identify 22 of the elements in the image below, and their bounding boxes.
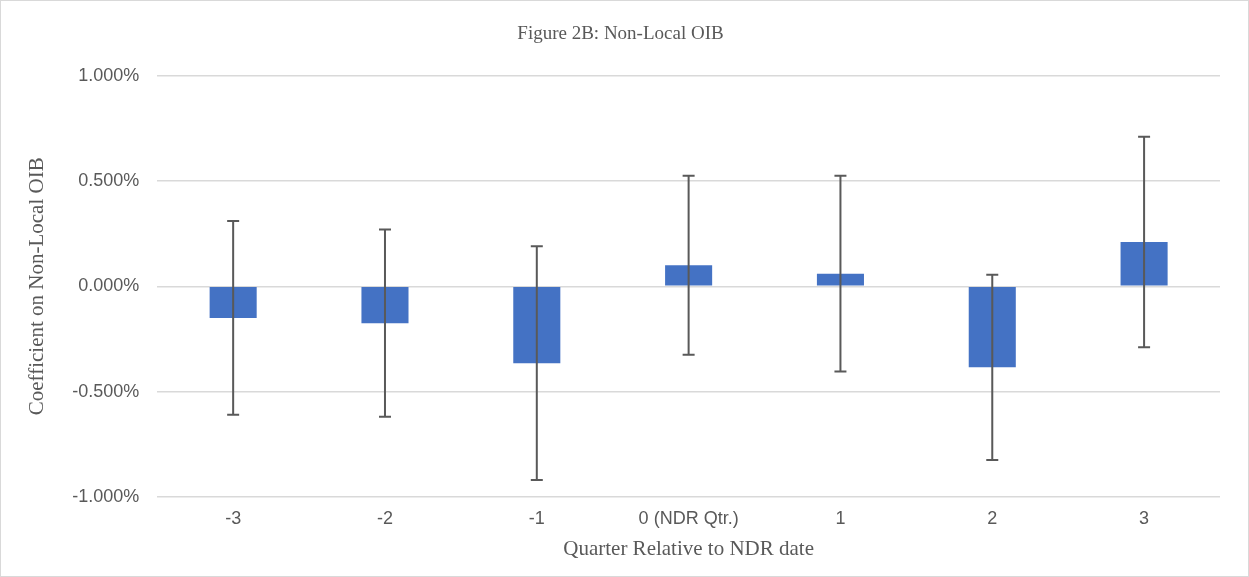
x-tick-label: -3 bbox=[225, 507, 242, 528]
x-tick-label: -1 bbox=[528, 507, 545, 528]
x-tick-label: 3 bbox=[1139, 507, 1150, 528]
bar bbox=[816, 273, 864, 286]
x-tick-label: 2 bbox=[987, 507, 998, 528]
y-tick-label: 1.000% bbox=[78, 64, 140, 85]
y-tick-label: -0.500% bbox=[72, 380, 140, 401]
y-tick-label: -1.000% bbox=[72, 485, 140, 506]
y-tick-label: 0.000% bbox=[78, 275, 140, 296]
bar bbox=[968, 287, 1016, 368]
chart-title: Figure 2B: Non-Local OIB bbox=[517, 22, 724, 44]
x-axis-title: Quarter Relative to NDR date bbox=[563, 535, 814, 560]
x-tick-label: -2 bbox=[376, 507, 393, 528]
x-tick-label: 0 (NDR Qtr.) bbox=[638, 507, 739, 528]
bar bbox=[209, 287, 257, 318]
bar bbox=[665, 265, 713, 286]
bar bbox=[361, 287, 409, 324]
y-axis-title: Coefficient on Non-Local OIB bbox=[24, 157, 49, 416]
bar bbox=[1120, 242, 1168, 286]
x-tick-label: 1 bbox=[835, 507, 846, 528]
bar bbox=[513, 287, 561, 364]
y-tick-label: 0.500% bbox=[78, 170, 140, 191]
